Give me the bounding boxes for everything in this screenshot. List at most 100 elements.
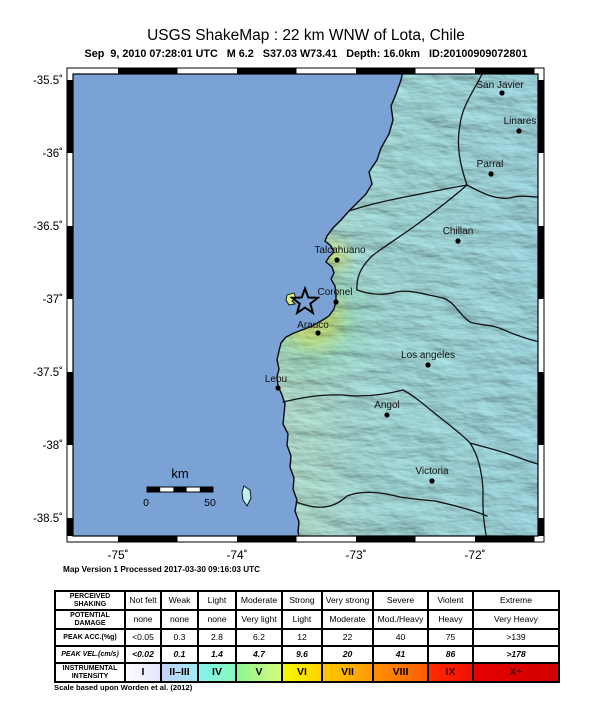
intensity-cell: VII [322,663,373,682]
acc-cell: 40 [373,629,428,646]
city-labels: San Javier Linares Parral Chillan Talcah… [265,80,537,477]
map-version-line: Map Version 1 Processed 2017-03-30 09:16… [63,565,261,574]
intensity-cell: VI [282,663,322,682]
city-label: Lebu [265,374,287,385]
perceived-cell: Light [198,591,236,610]
damage-cell: Very light [236,610,282,629]
vel-cell: 20 [322,646,373,663]
acc-cell: 0.3 [161,629,198,646]
intensity-cell: X+ [473,663,559,682]
perceived-cell: Not felt [125,591,161,610]
event-info-line: Sep 9, 2010 07:28:01 UTC M 6.2 S37.03 W7… [84,48,528,60]
intensity-cell: VIII [373,663,428,682]
city-label: Victoria [415,466,449,477]
map-body: San Javier Linares Parral Chillan Talcah… [73,74,538,536]
damage-cell: Heavy [428,610,473,629]
lon-tick-label: -72˚ [464,548,485,562]
perceived-cell: Very strong [322,591,373,610]
vel-cell: 86 [428,646,473,663]
city-dot [499,90,505,96]
perceived-cell: Weak [161,591,198,610]
lon-tick-label: -75˚ [107,548,128,562]
damage-cell: Light [282,610,322,629]
vel-cell: 41 [373,646,428,663]
damage-cell: none [161,610,198,629]
city-dot [334,257,340,263]
lat-tick-label: -38˚ [43,440,63,452]
island-santa-maria [285,292,297,306]
perceived-cell: Strong [282,591,322,610]
intensity-cell: II–III [161,663,198,682]
city-label: Chillan [443,226,474,237]
city-label: Coronel [317,287,352,298]
city-dot [275,385,281,391]
row-label-instrumental-intensity: INSTRUMENTAL INTENSITY [55,663,125,682]
region-boundaries [282,74,538,536]
city-label: Los angeles [401,350,455,361]
vel-cell: 4.7 [236,646,282,663]
lon-tick-label: -73˚ [345,548,366,562]
city-dot [315,330,321,336]
damage-cell: Very Heavy [473,610,559,629]
lat-tick-label: -36.5˚ [33,221,63,233]
city-label: San Javier [476,80,524,91]
page-title: USGS ShakeMap : 22 km WNW of Lota, Chile [147,27,465,44]
lat-tick-label: -35.5˚ [33,75,63,87]
city-dot [488,171,494,177]
lat-tick-label: -36˚ [43,148,63,160]
damage-cell: Moderate [322,610,373,629]
city-label: Linares [504,116,537,127]
scale-bar-unit: km [171,466,188,481]
row-label-peak-acc: PEAK ACC.(%g) [55,629,125,646]
scale-bar-end: 50 [204,497,216,509]
vel-cell: 1.4 [198,646,236,663]
lon-tick-label: -74˚ [226,548,247,562]
lat-tick-label: -37˚ [43,294,63,306]
lat-axis: -35.5˚ -36˚ -36.5˚ -37˚ -37.5˚ -38˚ -38.… [33,75,63,525]
city-dot [516,128,522,134]
row-label-peak-vel: PEAK VEL.(cm/s) [55,646,125,663]
city-dot [429,478,435,484]
intensity-cell: V [236,663,282,682]
city-label: Angol [374,400,400,411]
intensity-legend-table: PERCEIVED SHAKING Not felt Weak Light Mo… [54,590,560,683]
city-markers [275,90,522,484]
vel-cell: <0.02 [125,646,161,663]
city-label: Talcahuano [314,245,366,256]
perceived-cell: Moderate [236,591,282,610]
damage-cell: Mod./Heavy [373,610,428,629]
perceived-cell: Extreme [473,591,559,610]
damage-cell: none [198,610,236,629]
perceived-cell: Violent [428,591,473,610]
acc-cell: >139 [473,629,559,646]
intensity-cell: I [125,663,161,682]
epicenter-star-icon [289,285,321,316]
acc-cell: 6.2 [236,629,282,646]
acc-cell: 22 [322,629,373,646]
island-mocha [241,485,252,507]
intensity-cell: IX [428,663,473,682]
acc-cell: 12 [282,629,322,646]
acc-cell: 2.8 [198,629,236,646]
scale-bar: km 0 50 [143,466,216,509]
city-dot [384,412,390,418]
vel-cell: >178 [473,646,559,663]
city-dot [425,362,431,368]
city-label: Arauco [297,320,329,331]
acc-cell: <0.05 [125,629,161,646]
row-label-perceived-shaking: PERCEIVED SHAKING [55,591,125,610]
acc-cell: 75 [428,629,473,646]
city-label: Parral [477,159,504,170]
scale-bar-start: 0 [143,497,149,509]
lat-tick-label: -38.5˚ [33,513,63,525]
vel-cell: 9.6 [282,646,322,663]
city-dot [333,299,339,305]
lon-axis: -75˚ -74˚ -73˚ -72˚ [107,548,485,562]
scale-footnote: Scale based upon Worden et al. (2012) [54,683,193,692]
perceived-cell: Severe [373,591,428,610]
city-dot [455,238,461,244]
intensity-cell: IV [198,663,236,682]
vel-cell: 0.1 [161,646,198,663]
